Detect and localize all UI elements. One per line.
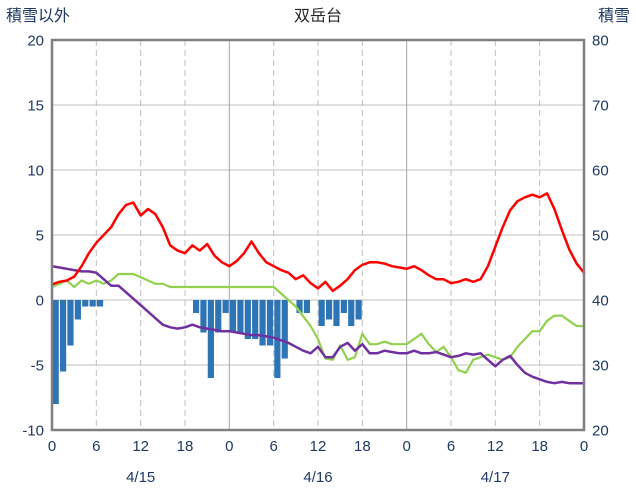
precip-bar [237,300,244,333]
series-red-line [50,192,586,293]
hour-tick-label: 0 [580,438,588,455]
hour-tick-label: 12 [487,438,504,455]
precip-bar [67,300,74,346]
left-axis-tick: 15 [27,98,44,115]
right-axis-tick: 70 [592,98,609,115]
left-axis-tick: 20 [27,33,44,50]
precip-bar [348,300,355,326]
precip-bar [244,300,251,339]
series-green-line [50,272,586,374]
right-axis-tick: 50 [592,228,609,245]
hour-tick-label: 18 [354,438,371,455]
left-axis-title: 積雪以外 [6,7,70,25]
right-axis-tick: 60 [592,163,609,180]
precip-bar [82,300,89,307]
date-label: 4/15 [126,469,155,486]
precip-bar [96,300,104,307]
precip-bar [303,300,311,313]
precipitation-bars [52,300,362,404]
hour-tick-label: 12 [310,438,327,455]
hour-tick-label: 6 [269,438,277,455]
precip-bar [296,300,303,313]
precip-bar [281,300,288,359]
precip-bar [192,300,200,313]
precip-bar [325,300,333,320]
precip-bar [89,300,96,307]
precip-bar [215,300,222,333]
plot-border [50,38,586,432]
left-axis-tick: -10 [22,423,44,440]
chart-title: 双岳台 [294,7,342,25]
precip-bar [229,300,237,333]
precip-bar [74,300,81,320]
right-axis-tick: 20 [592,423,609,440]
data-lines [50,192,586,385]
precip-bar [200,300,207,333]
precip-bar [340,300,347,313]
right-axis-tick: 80 [592,33,609,50]
precip-bar [259,300,266,346]
hour-tick-label: 6 [447,438,455,455]
precip-bar [222,300,229,313]
precip-bar [59,300,67,372]
left-axis-tick: 0 [36,293,44,310]
right-axis-title: 積雪 [598,7,630,25]
precip-bar [207,300,214,378]
gridlines [52,40,584,430]
date-label: 4/17 [481,469,510,486]
hour-tick-label: 12 [132,438,149,455]
left-axis-tick: -5 [31,358,44,375]
hour-tick-label: 0 [402,438,410,455]
hour-tick-label: 0 [225,438,233,455]
series-purple-line [50,264,586,385]
plot-frame [50,38,586,432]
left-axis-tick: 5 [36,228,44,245]
hour-tick-label: 18 [177,438,194,455]
precip-bar [252,300,259,339]
right-axis-tick: 30 [592,358,609,375]
hour-tick-label: 0 [48,438,56,455]
precip-bar [52,300,59,404]
precip-bar [318,300,325,326]
right-axis-tick: 40 [592,293,609,310]
precip-bar [355,300,362,320]
date-label: 4/16 [303,469,332,486]
precip-bar [333,300,340,326]
hour-tick-label: 6 [92,438,100,455]
precip-bar [266,300,274,346]
hour-tick-label: 18 [531,438,548,455]
left-axis-tick: 10 [27,163,44,180]
